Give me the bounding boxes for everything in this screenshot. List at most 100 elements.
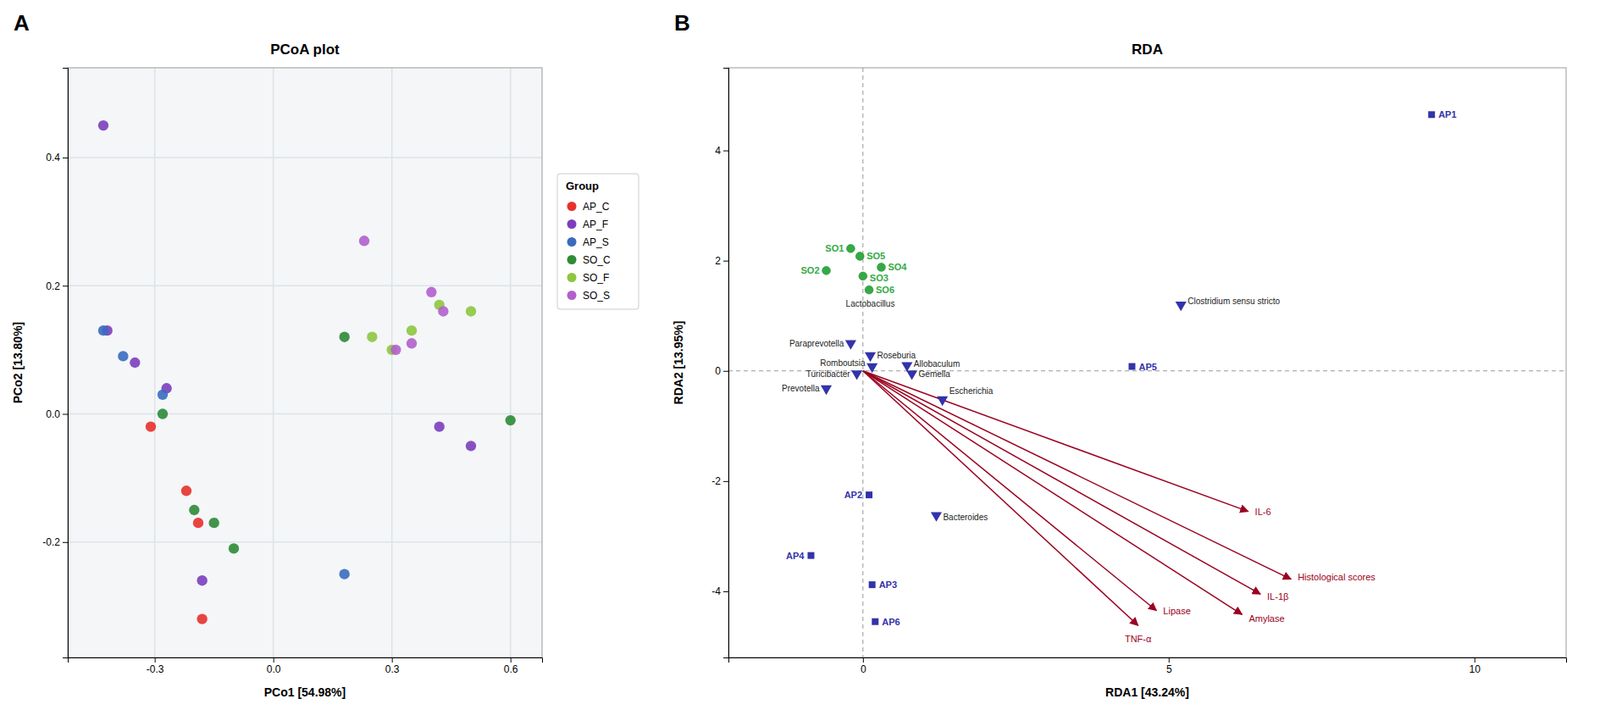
grid: [67, 67, 543, 658]
point: [181, 485, 192, 496]
tick: -2: [711, 475, 729, 488]
point: [864, 285, 874, 294]
point-label: SO4: [887, 261, 908, 272]
point: [465, 305, 477, 316]
point: [338, 332, 349, 343]
y-axis-title: RDA2 [13.95%]: [671, 321, 686, 405]
panel: IL-6Histological scoresIL-1βLipaseAmylas…: [671, 41, 1567, 699]
point: [869, 581, 876, 588]
point: [98, 120, 109, 131]
arrow: [863, 370, 1158, 611]
tick-label: 10: [1469, 663, 1482, 676]
point: [1428, 110, 1435, 118]
y-axis: -4-2024: [711, 68, 729, 659]
point-label: Turicibacter: [806, 369, 852, 379]
tick-mark: [62, 542, 68, 543]
point: [807, 552, 814, 560]
legend-title: Group: [565, 179, 599, 193]
grid-line: [391, 67, 394, 658]
point: [822, 265, 831, 275]
tick: 10: [1469, 657, 1482, 676]
legend-swatch: [567, 272, 577, 283]
point-label: Bacteroides: [942, 512, 988, 522]
point: [406, 337, 417, 349]
tick-mark: [392, 657, 394, 663]
tick: 0.3: [385, 657, 400, 676]
point: [157, 408, 168, 419]
arrow: [863, 370, 1261, 594]
panel-label: B: [674, 10, 691, 36]
x-axis: -0.30.00.30.6: [68, 657, 543, 676]
point: [865, 491, 873, 499]
point: [906, 370, 918, 380]
point: [936, 396, 948, 406]
tick-mark: [62, 285, 68, 287]
point: [855, 252, 864, 261]
marks: [98, 120, 516, 625]
axis-domain: [68, 658, 543, 664]
annotation: Lactobacillus: [846, 298, 896, 309]
x-axis: 0 5 10: [729, 657, 1567, 676]
point-label: Prevotella: [781, 383, 820, 394]
point-label: Lipase: [1162, 605, 1191, 616]
tick: 4: [714, 144, 729, 157]
tick-label: 0.0: [45, 408, 61, 421]
point: [338, 568, 349, 579]
point: [433, 420, 444, 432]
tick-label: 0.4: [45, 151, 61, 164]
x-axis-title: RDA1 [43.24%]: [1105, 685, 1190, 699]
point: [1128, 363, 1135, 371]
legend-label: AP_S: [582, 236, 609, 249]
grid-line: [509, 67, 512, 658]
point: [864, 352, 876, 362]
legend-label: SO_S: [582, 289, 610, 302]
tick-label: 4: [714, 144, 721, 157]
point: [196, 575, 207, 586]
grid-line: [67, 284, 543, 287]
legend-swatch: [567, 201, 577, 211]
point: [858, 271, 868, 281]
point: [208, 517, 219, 528]
panel-label: A: [13, 10, 30, 36]
tick-label: 5: [1166, 663, 1173, 676]
point: [901, 361, 913, 371]
tick-label: -0.2: [42, 536, 61, 549]
point: [157, 389, 168, 400]
tick: -0.2: [42, 536, 68, 549]
point: [851, 370, 863, 380]
point: [359, 235, 370, 246]
point: [98, 325, 109, 336]
arrow: [863, 370, 1249, 512]
plot-background: [67, 67, 543, 658]
plot-frame: [67, 67, 543, 658]
legend-label: SO_C: [582, 254, 611, 266]
legend-label: AP_F: [582, 218, 609, 231]
point-label: SO6: [875, 284, 895, 295]
point-label: AP3: [879, 579, 897, 590]
point: [188, 504, 200, 515]
tick-label: 0: [860, 663, 867, 676]
tick-mark: [863, 657, 864, 663]
point: [390, 344, 401, 355]
tick-label: -4: [711, 585, 721, 598]
tick: 0.6: [503, 657, 519, 676]
tick: 0: [860, 657, 867, 676]
tick: 2: [714, 254, 729, 267]
legend-swatch: [567, 219, 577, 229]
point: [504, 415, 515, 426]
tick: -4: [711, 585, 729, 598]
grid-line: [272, 67, 275, 658]
grid-line: [67, 413, 543, 416]
point: [426, 287, 437, 298]
chart-svg: -0.30.00.30.6-0.20.00.20.4PCoA plotPCo1 …: [0, 0, 1600, 721]
point-label: Escherichia: [949, 386, 994, 396]
tick-label: -0.3: [146, 663, 165, 676]
point: [145, 420, 156, 432]
point-label: AP4: [786, 550, 805, 561]
point-label: SO5: [866, 250, 886, 261]
tick: -0.3: [146, 657, 165, 676]
tick-label: 0.6: [503, 663, 519, 676]
point: [871, 618, 879, 626]
point: [129, 357, 140, 368]
point-label: SO1: [824, 243, 844, 254]
